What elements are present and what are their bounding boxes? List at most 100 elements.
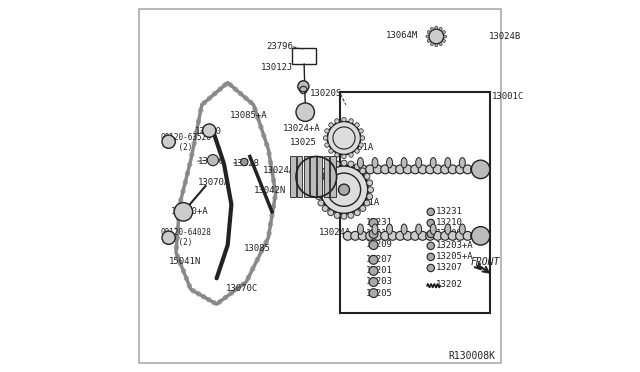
Bar: [340, 92, 490, 313]
Text: 13020S: 13020S: [310, 89, 342, 98]
Ellipse shape: [416, 224, 422, 234]
Ellipse shape: [445, 158, 451, 168]
Ellipse shape: [401, 158, 407, 168]
Text: 13024A: 13024A: [319, 228, 351, 237]
Circle shape: [339, 184, 349, 195]
Circle shape: [296, 103, 314, 121]
Text: 13209: 13209: [436, 229, 463, 238]
Circle shape: [358, 231, 367, 240]
Circle shape: [360, 136, 365, 140]
Circle shape: [441, 165, 449, 174]
Circle shape: [329, 149, 333, 153]
Circle shape: [365, 231, 374, 240]
Circle shape: [369, 278, 378, 286]
Circle shape: [381, 231, 390, 240]
Text: B: B: [163, 236, 168, 242]
Ellipse shape: [387, 224, 392, 234]
Circle shape: [369, 266, 378, 275]
Ellipse shape: [358, 158, 364, 168]
Circle shape: [320, 166, 368, 214]
Circle shape: [456, 231, 465, 240]
Circle shape: [427, 230, 435, 238]
Text: 13028: 13028: [233, 158, 260, 168]
Text: 13042N: 13042N: [254, 186, 287, 195]
Circle shape: [365, 165, 374, 174]
Text: B: B: [166, 139, 172, 145]
Bar: [330, 157, 335, 197]
Circle shape: [343, 231, 352, 240]
Circle shape: [472, 160, 490, 179]
Text: 13202: 13202: [436, 280, 463, 289]
Ellipse shape: [372, 158, 378, 168]
Ellipse shape: [358, 224, 364, 234]
Ellipse shape: [460, 224, 465, 234]
Circle shape: [373, 231, 382, 240]
Circle shape: [367, 180, 372, 186]
Circle shape: [349, 153, 353, 157]
Text: 13070C: 13070C: [225, 284, 258, 293]
Text: 13001A: 13001A: [348, 198, 380, 207]
Circle shape: [426, 35, 429, 38]
Text: 13231: 13231: [436, 206, 463, 216]
Text: 13001C: 13001C: [492, 92, 524, 101]
Circle shape: [448, 231, 457, 240]
Circle shape: [448, 165, 457, 174]
Text: 13203: 13203: [365, 278, 392, 286]
Circle shape: [324, 143, 329, 147]
Circle shape: [324, 129, 329, 133]
Circle shape: [343, 165, 352, 174]
Bar: [304, 157, 309, 197]
Text: 13024+A: 13024+A: [282, 124, 320, 133]
Text: 13025: 13025: [290, 138, 317, 147]
Circle shape: [463, 231, 472, 240]
Circle shape: [335, 153, 339, 157]
Circle shape: [174, 203, 193, 221]
Circle shape: [444, 35, 447, 38]
Circle shape: [355, 210, 360, 216]
Circle shape: [369, 230, 378, 238]
Circle shape: [427, 31, 430, 33]
Circle shape: [435, 44, 438, 47]
Ellipse shape: [387, 158, 392, 168]
Circle shape: [341, 213, 347, 219]
Ellipse shape: [401, 224, 407, 234]
Circle shape: [367, 187, 374, 193]
Circle shape: [463, 165, 472, 174]
Circle shape: [396, 165, 404, 174]
Circle shape: [342, 117, 346, 122]
Text: 13231: 13231: [365, 218, 392, 227]
Ellipse shape: [445, 224, 451, 234]
Circle shape: [314, 187, 321, 193]
Text: 13085: 13085: [244, 244, 271, 253]
Text: 13070A: 13070A: [197, 178, 230, 187]
Circle shape: [162, 231, 175, 244]
Circle shape: [348, 161, 354, 167]
Text: FRONT: FRONT: [470, 257, 500, 267]
Text: 13205+A: 13205+A: [436, 251, 474, 261]
Circle shape: [403, 231, 412, 240]
Circle shape: [456, 165, 465, 174]
Circle shape: [351, 231, 360, 240]
Text: 13207: 13207: [436, 263, 463, 272]
Ellipse shape: [416, 158, 422, 168]
Circle shape: [442, 39, 445, 42]
Circle shape: [318, 173, 324, 179]
Circle shape: [411, 231, 420, 240]
Circle shape: [328, 121, 360, 155]
Circle shape: [367, 193, 372, 199]
Text: 13201: 13201: [365, 266, 392, 275]
Bar: [297, 157, 302, 197]
Text: 13086: 13086: [197, 157, 224, 166]
Circle shape: [472, 227, 490, 245]
Circle shape: [355, 149, 359, 153]
Text: 13024B: 13024B: [489, 32, 521, 41]
Circle shape: [439, 27, 442, 30]
Ellipse shape: [372, 224, 378, 234]
Text: 13210: 13210: [436, 218, 463, 227]
Circle shape: [381, 165, 390, 174]
Circle shape: [369, 218, 378, 227]
Circle shape: [323, 206, 328, 211]
Circle shape: [427, 242, 435, 250]
Bar: [292, 48, 316, 64]
Bar: [310, 157, 316, 197]
